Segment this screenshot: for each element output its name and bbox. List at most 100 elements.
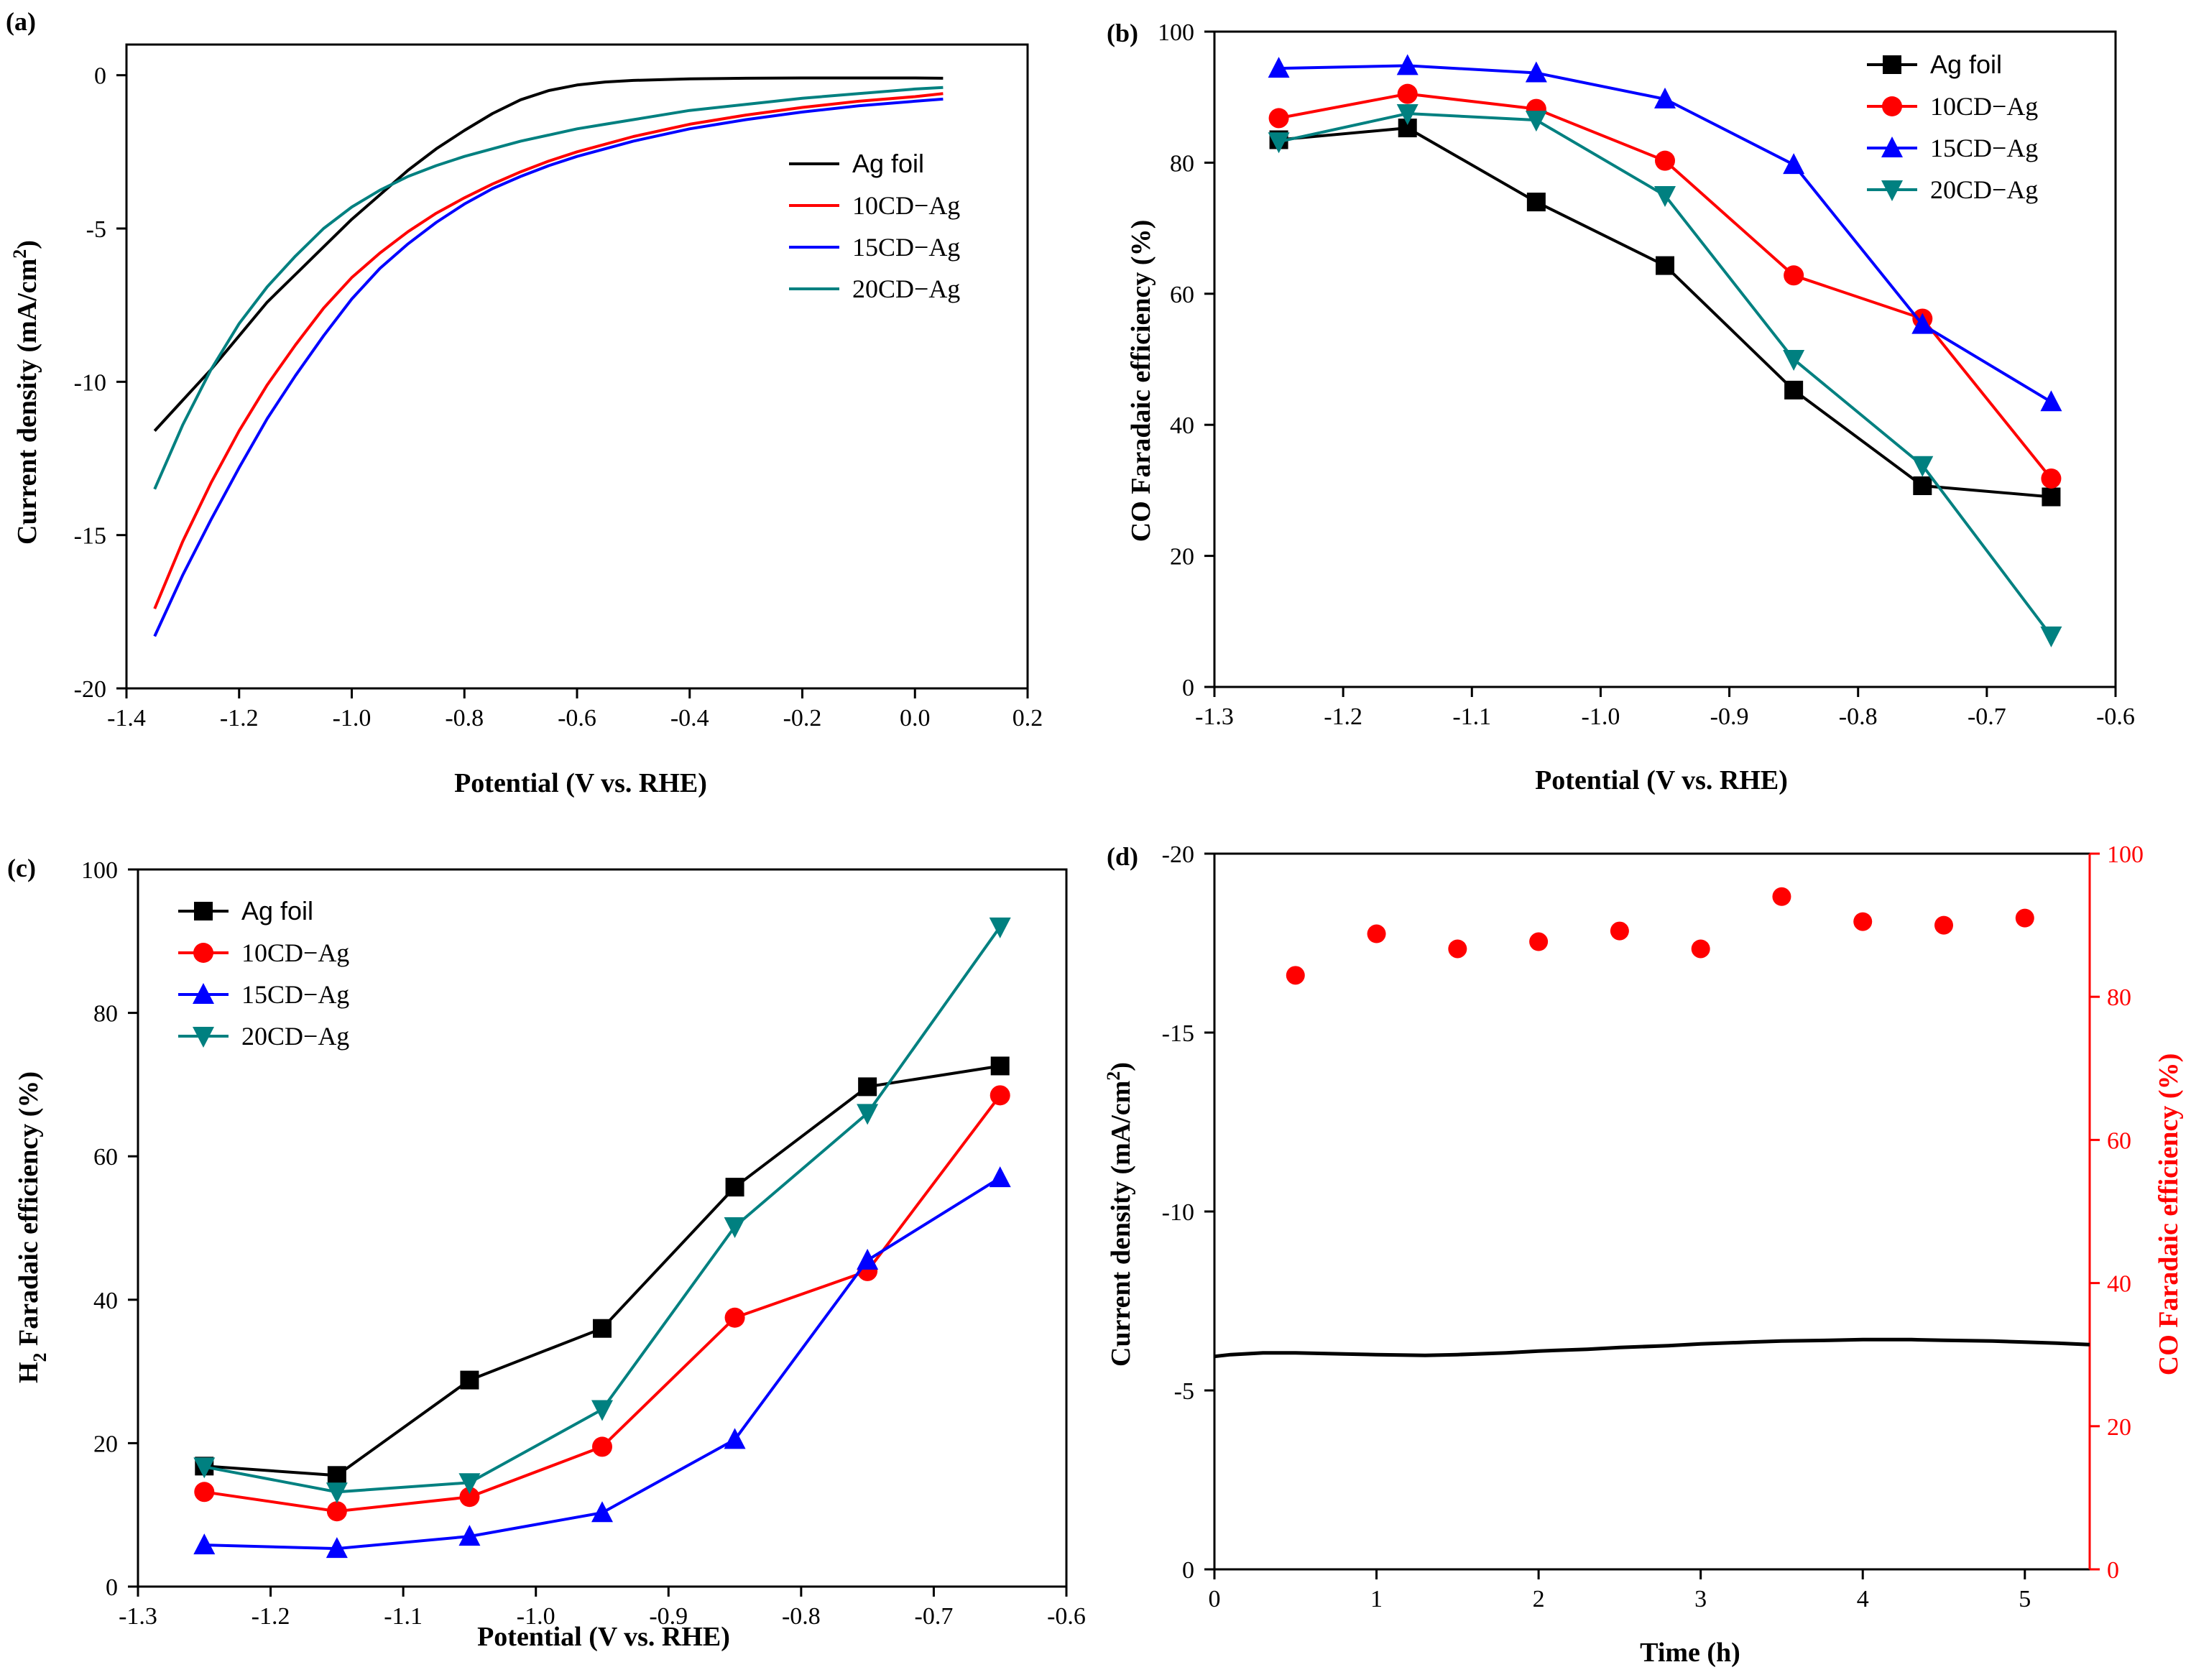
panel-d-axes: 0 1 2 3 4 5 0 -5 -10 -15 -20 0 20 40 60 80 100 <box>1162 841 2144 1612</box>
panel-d-fe-point <box>1529 932 1549 951</box>
panel-a-ytick-label: -20 <box>74 676 106 703</box>
panel-d-fe-point <box>1691 939 1710 959</box>
panel-c-legend-marker <box>193 943 213 963</box>
panel-b-data-point <box>1783 153 1805 175</box>
panel-c-data-point <box>194 1482 215 1503</box>
panel-b-data-point <box>1268 132 1290 154</box>
panel-d-xtick-label: 0 <box>1209 1586 1221 1612</box>
panel-c-data-point <box>724 1428 746 1449</box>
panel-c-data-point <box>724 1217 746 1239</box>
panel-c-data-point <box>857 1104 879 1125</box>
panel-a-legend-label: Ag foil <box>852 149 924 178</box>
panel-b-data-point <box>1268 57 1290 78</box>
panel-b-data-point <box>1525 111 1547 132</box>
panel-b: (b) -1.3 -1.2 -1.1 -1.0 -0.9 -0.8 -0.7 -0.6 0 20 4… <box>1107 19 2135 795</box>
panel-a-legend-label: 10CD−Ag <box>852 191 960 220</box>
panel-b-legend-marker <box>1883 55 1901 74</box>
panel-d-ytick-label: -5 <box>1174 1378 1194 1405</box>
panel-c-ytick-label: 0 <box>106 1574 118 1601</box>
panel-a-xtick-label: -1.4 <box>107 705 146 731</box>
panel-c-xtick-label: -0.7 <box>915 1603 954 1630</box>
panel-b-data-point <box>1783 350 1805 371</box>
panel-a-legend-label: 20CD−Ag <box>852 274 960 303</box>
panel-c-data-point <box>591 1501 613 1523</box>
panel-a-series-line <box>153 76 944 432</box>
panel-c-xtick-label: -0.8 <box>782 1603 821 1630</box>
panel-c: (c) -1.3 -1.2 -1.1 -1.0 -0.9 -0.8 -0.7 -0.6 0 20 4… <box>7 854 1086 1652</box>
panel-d-ytick-right-label: 60 <box>2107 1127 2131 1154</box>
panel-c-data-point <box>592 1436 612 1457</box>
panel-d-fe-point <box>1286 966 1305 985</box>
panel-a-xtick-label: -1.0 <box>333 705 372 731</box>
panel-b-data-point <box>1654 87 1676 109</box>
panel-b-data-point <box>1396 54 1419 75</box>
panel-d-xtick-label: 5 <box>2019 1586 2031 1612</box>
panel-c-legend-marker <box>193 1027 214 1048</box>
panel-a-axes: -1.4 -1.2 -1.0 -0.8 -0.6 -0.4 -0.2 0.0 0.2 -20 -15… <box>74 43 1043 731</box>
panel-b-frame <box>1213 30 2117 688</box>
panel-b-data-point <box>1911 313 1934 334</box>
panel-d-ytick-right-label: 80 <box>2107 984 2131 1011</box>
panel-c-data-point <box>460 1370 479 1390</box>
panel-a-series-line <box>153 92 944 609</box>
panel-c-label: (c) <box>7 854 36 882</box>
panel-d-fe-point <box>1448 939 1467 959</box>
panel-c-legend: Ag foil 10CD−Ag 15CD−Ag 20CD−Ag <box>178 896 349 1051</box>
panel-a-xtick-label: 0.2 <box>1013 705 1043 731</box>
panel-d-ytick-right-label: 40 <box>2107 1271 2131 1298</box>
panel-c-ytick-label: 60 <box>93 1144 118 1171</box>
panel-b-legend-marker <box>1882 96 1902 116</box>
panel-c-xtick-label: -0.9 <box>649 1603 688 1630</box>
panel-c-legend-label: Ag foil <box>241 896 313 926</box>
panel-c-frame <box>137 868 1068 1588</box>
panel-c-data-point <box>990 1085 1010 1106</box>
panel-b-ytick-label: 100 <box>1158 19 1194 46</box>
panel-b-xtick-label: -0.8 <box>1839 703 1878 730</box>
panel-d: (d) 0 1 2 3 4 5 0 -5 -10 -15 -20 0 20 40 60 80 100 Time … <box>1103 841 2184 1668</box>
panel-c-data-point <box>591 1400 613 1421</box>
panel-c-data-point <box>193 1457 216 1479</box>
panel-b-data-point <box>1655 150 1675 171</box>
panel-b-data-point <box>2041 468 2062 489</box>
panel-b-data-point <box>2042 487 2061 507</box>
panel-a-xtick-label: -0.8 <box>445 705 484 731</box>
panel-b-data-point <box>1911 456 1934 477</box>
panel-c-legend-label: 10CD−Ag <box>241 938 349 967</box>
panel-d-ylabel-left: Current density (mA/cm2) <box>1103 1062 1136 1367</box>
panel-b-ytick-label: 60 <box>1170 282 1194 308</box>
panel-b-legend-label: 20CD−Ag <box>1930 175 2038 204</box>
panel-b-xtick-label: -0.9 <box>1710 703 1749 730</box>
panel-a-legend: Ag foil 10CD−Ag 15CD−Ag 20CD−Ag <box>789 149 960 303</box>
panel-b-xtick-label: -1.1 <box>1452 703 1491 730</box>
panel-d-xtick-label: 3 <box>1694 1586 1707 1612</box>
panel-a-ytick-label: -10 <box>74 369 106 396</box>
panel-b-xlabel: Potential (V vs. RHE) <box>1535 765 1788 795</box>
panel-b-ytick-label: 80 <box>1170 150 1194 177</box>
panel-b-xtick-label: -0.7 <box>1968 703 2006 730</box>
panel-c-xtick-label: -0.6 <box>1047 1603 1086 1630</box>
panel-b-ytick-label: 20 <box>1170 544 1194 571</box>
panel-c-data-point <box>990 1056 1010 1076</box>
panel-c-legend-label: 20CD−Ag <box>241 1022 349 1051</box>
panel-b-data-point <box>1525 61 1547 83</box>
panel-b-data-point <box>1397 83 1418 104</box>
panel-d-xtick-label: 2 <box>1533 1586 1545 1612</box>
panel-a-ytick-label: -15 <box>74 523 106 550</box>
panel-b-data-point <box>1654 186 1676 207</box>
panel-d-ytick-right-label: 100 <box>2107 841 2144 868</box>
panel-d-ytick-right-label: 20 <box>2107 1414 2131 1441</box>
panel-b-data-point <box>1656 256 1674 275</box>
panel-b-data-point <box>1784 380 1804 400</box>
panel-b-ylabel: CO Faradaic efficiency (%) <box>1126 220 1156 542</box>
panel-a-xtick-label: -0.6 <box>558 705 596 731</box>
panel-a-xtick-label: -0.2 <box>783 705 822 731</box>
panel-a-ylabel: Current density (mA/cm2) <box>9 240 42 545</box>
panel-c-xtick-label: -1.1 <box>384 1603 423 1630</box>
panel-c-ytick-label: 40 <box>93 1288 118 1314</box>
panel-a-xtick-label: -1.2 <box>220 705 259 731</box>
panel-d-label: (d) <box>1107 842 1138 871</box>
panel-b-legend-label: 15CD−Ag <box>1930 134 2038 162</box>
panel-b-legend: Ag foil 10CD−Ag 15CD−Ag 20CD−Ag <box>1867 50 2038 204</box>
panel-b-xtick-label: -1.3 <box>1195 703 1234 730</box>
panel-c-legend-marker <box>193 983 214 1004</box>
